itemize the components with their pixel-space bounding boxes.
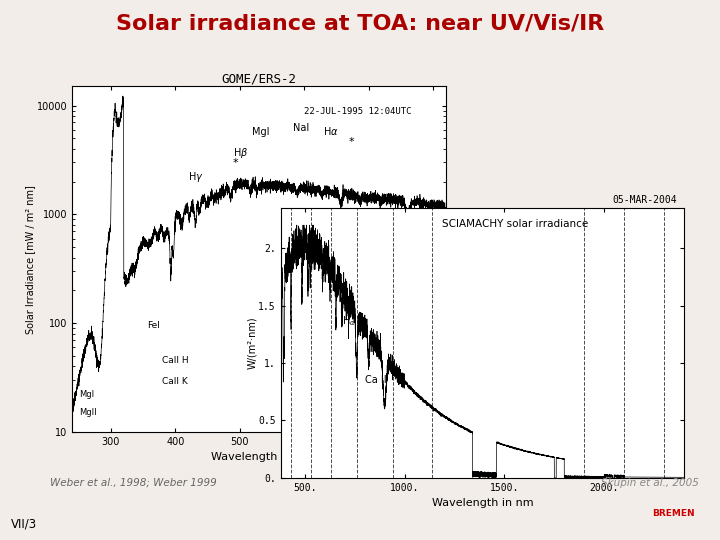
Text: H$\gamma$: H$\gamma$ xyxy=(188,170,204,184)
Text: VII/3: VII/3 xyxy=(11,517,37,530)
Title: GOME/ERS-2: GOME/ERS-2 xyxy=(222,72,297,85)
Text: SCIAMACHY solar irradiance: SCIAMACHY solar irradiance xyxy=(442,219,588,229)
Text: CaII K: CaII K xyxy=(162,376,188,386)
Text: CaII H: CaII H xyxy=(162,356,189,365)
Text: H$\alpha$: H$\alpha$ xyxy=(323,125,338,137)
Y-axis label: Solar Irradiance [mW / m² nm]: Solar Irradiance [mW / m² nm] xyxy=(25,185,35,334)
Text: H$\beta$: H$\beta$ xyxy=(233,145,248,159)
Text: FeI: FeI xyxy=(147,321,160,330)
Text: MgI: MgI xyxy=(252,127,269,137)
Text: Ca II: Ca II xyxy=(365,375,387,386)
Text: MgI: MgI xyxy=(79,390,94,400)
X-axis label: Wavelength [nm]: Wavelength [nm] xyxy=(211,453,307,462)
Text: Solar irradiance at TOA: near UV/Vis/IR: Solar irradiance at TOA: near UV/Vis/IR xyxy=(116,14,604,34)
Text: NaI: NaI xyxy=(293,123,309,133)
Text: BREMEN: BREMEN xyxy=(652,509,695,518)
X-axis label: Wavelength in nm: Wavelength in nm xyxy=(431,498,534,508)
Text: 05-MAR-2004: 05-MAR-2004 xyxy=(612,195,677,205)
Text: 22-JUL-1995 12:04UTC: 22-JUL-1995 12:04UTC xyxy=(304,107,412,116)
Text: Weber et al., 1998; Weber 1999: Weber et al., 1998; Weber 1999 xyxy=(50,478,217,488)
Text: H$_\alpha$: H$_\alpha$ xyxy=(341,314,356,328)
Text: *: * xyxy=(349,137,355,147)
Text: MgII: MgII xyxy=(79,408,97,417)
Text: *: * xyxy=(233,158,238,168)
Text: Skupin et al., 2005: Skupin et al., 2005 xyxy=(600,478,698,488)
Y-axis label: W/(m²·nm): W/(m²·nm) xyxy=(247,316,257,369)
